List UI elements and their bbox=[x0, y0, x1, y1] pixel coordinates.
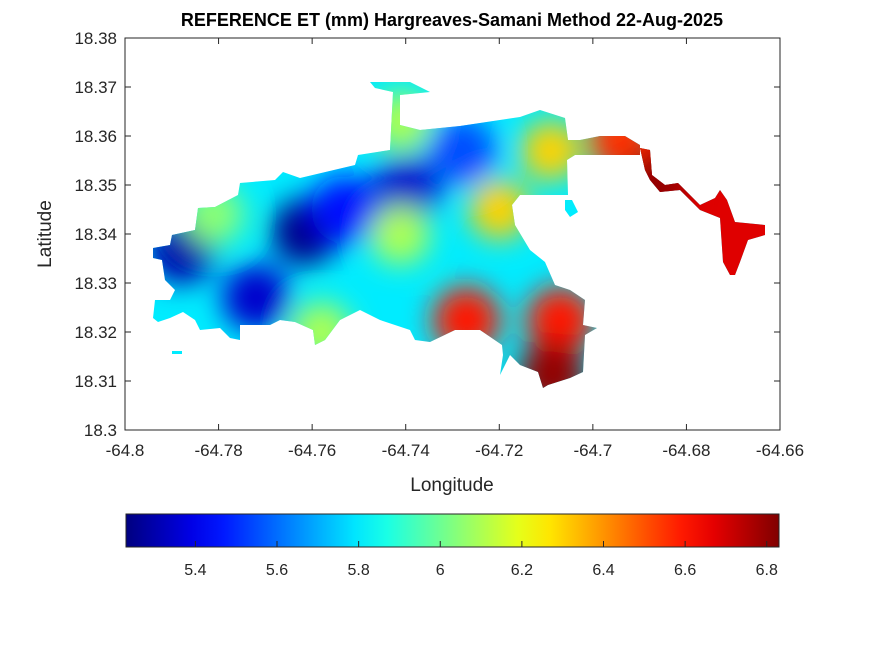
colorbar bbox=[125, 513, 780, 548]
colorbar-tick-label: 5.4 bbox=[184, 562, 206, 579]
y-tick-label: 18.35 bbox=[74, 176, 117, 195]
field-sample-5 bbox=[427, 116, 496, 185]
x-tick-label: -64.74 bbox=[382, 441, 430, 460]
y-tick-label: 18.36 bbox=[74, 127, 117, 146]
colorbar-tick-label: 6.6 bbox=[674, 562, 696, 579]
x-tick-label: -64.7 bbox=[573, 441, 612, 460]
y-tick-label: 18.3 bbox=[84, 421, 117, 440]
x-tick-label: -64.72 bbox=[475, 441, 523, 460]
y-tick-label: 18.34 bbox=[74, 225, 117, 244]
field-sample-2 bbox=[222, 263, 290, 332]
colorbar-tick-label: 5.8 bbox=[348, 562, 370, 579]
field-sample-3 bbox=[371, 155, 440, 224]
field-sample-6 bbox=[370, 204, 431, 265]
field-sample-10 bbox=[526, 286, 595, 355]
colorbar-tick-label: 6.8 bbox=[756, 562, 778, 579]
x-tick-label: -64.78 bbox=[194, 441, 242, 460]
y-tick-label: 18.32 bbox=[74, 323, 117, 342]
x-tick-label: -64.68 bbox=[662, 441, 710, 460]
colorbar-tick-label: 6.2 bbox=[511, 562, 533, 579]
x-tick-label: -64.76 bbox=[288, 441, 336, 460]
y-tick-label: 18.38 bbox=[74, 29, 117, 48]
field-sample-8 bbox=[520, 120, 581, 181]
x-tick-label: -64.8 bbox=[106, 441, 145, 460]
field-sample-4 bbox=[310, 175, 379, 244]
y-tick-label: 18.33 bbox=[74, 274, 117, 293]
y-tick-label: 18.37 bbox=[74, 78, 117, 97]
field-sample-11 bbox=[518, 341, 587, 388]
y-tick-label: 18.31 bbox=[74, 372, 117, 391]
colorbar-tick-label: 5.6 bbox=[266, 562, 288, 579]
field-sample-7 bbox=[469, 179, 530, 240]
colorbar-tick-label: 6 bbox=[436, 562, 445, 579]
colorbar-tick-label: 6.4 bbox=[592, 562, 614, 579]
x-axis-label: Longitude bbox=[410, 475, 493, 496]
y-axis-label: Latitude bbox=[35, 200, 56, 268]
x-tick-label: -64.66 bbox=[756, 441, 804, 460]
chart-title: REFERENCE ET (mm) Hargreaves-Samani Meth… bbox=[181, 10, 723, 30]
